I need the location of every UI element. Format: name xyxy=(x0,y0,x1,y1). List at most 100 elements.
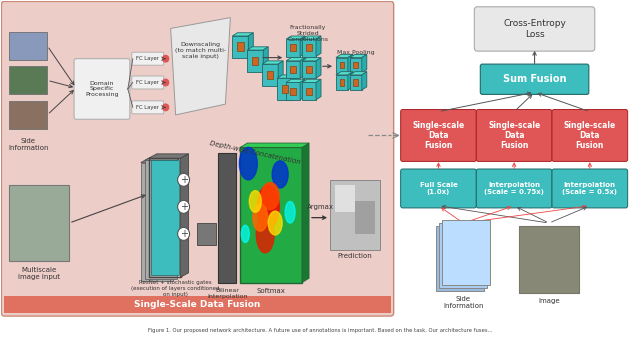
Polygon shape xyxy=(336,72,353,75)
Polygon shape xyxy=(302,79,321,82)
Polygon shape xyxy=(247,47,268,50)
Polygon shape xyxy=(180,154,189,277)
FancyBboxPatch shape xyxy=(145,160,177,279)
FancyBboxPatch shape xyxy=(277,78,293,100)
FancyBboxPatch shape xyxy=(291,66,296,73)
Circle shape xyxy=(163,55,169,62)
FancyBboxPatch shape xyxy=(353,62,358,68)
FancyBboxPatch shape xyxy=(237,43,244,51)
FancyBboxPatch shape xyxy=(262,64,278,86)
Circle shape xyxy=(163,79,169,86)
Text: FC Layer: FC Layer xyxy=(136,80,159,85)
Text: Downscaling
(to match multi-
scale input): Downscaling (to match multi- scale input… xyxy=(175,43,226,59)
Circle shape xyxy=(163,104,169,111)
Text: Max Pooling: Max Pooling xyxy=(337,50,374,55)
FancyBboxPatch shape xyxy=(350,57,362,73)
Ellipse shape xyxy=(253,204,268,231)
Polygon shape xyxy=(293,75,298,100)
Polygon shape xyxy=(302,143,309,283)
Polygon shape xyxy=(278,61,283,86)
Text: Bilinear
Interpolation: Bilinear Interpolation xyxy=(207,288,248,299)
FancyBboxPatch shape xyxy=(132,101,164,114)
FancyBboxPatch shape xyxy=(336,75,348,90)
Text: +: + xyxy=(180,175,188,185)
Text: Cross-Entropy
Loss: Cross-Entropy Loss xyxy=(503,19,566,39)
Text: Image: Image xyxy=(538,298,560,304)
Ellipse shape xyxy=(257,185,279,228)
Text: Figure 1. Our proposed network architecture. A future use of annotations is impo: Figure 1. Our proposed network architect… xyxy=(148,328,492,333)
FancyBboxPatch shape xyxy=(476,169,552,208)
FancyBboxPatch shape xyxy=(476,110,552,162)
FancyBboxPatch shape xyxy=(307,44,312,51)
FancyBboxPatch shape xyxy=(336,57,348,73)
Text: Sum Fusion: Sum Fusion xyxy=(503,74,566,84)
Ellipse shape xyxy=(261,183,279,210)
Polygon shape xyxy=(362,72,367,90)
Text: Single-scale
Data
Fusion: Single-scale Data Fusion xyxy=(488,121,540,150)
FancyBboxPatch shape xyxy=(330,180,380,250)
Circle shape xyxy=(178,173,189,186)
FancyBboxPatch shape xyxy=(267,71,273,79)
Polygon shape xyxy=(316,36,321,56)
Text: Interpolation
(Scale = 0.75x): Interpolation (Scale = 0.75x) xyxy=(484,182,544,195)
Polygon shape xyxy=(232,33,253,36)
Ellipse shape xyxy=(250,191,261,212)
Polygon shape xyxy=(145,158,180,160)
Polygon shape xyxy=(263,47,268,72)
FancyBboxPatch shape xyxy=(74,59,130,119)
FancyBboxPatch shape xyxy=(442,220,490,285)
FancyBboxPatch shape xyxy=(141,163,173,282)
Text: Side
Information: Side Information xyxy=(8,138,49,151)
FancyBboxPatch shape xyxy=(10,32,47,60)
FancyBboxPatch shape xyxy=(232,36,248,57)
Text: Single-scale
Data
Fusion: Single-scale Data Fusion xyxy=(564,121,616,150)
Text: ResNet + stochastic gates
(execution of layers conditioned
on input): ResNet + stochastic gates (execution of … xyxy=(131,281,220,297)
Polygon shape xyxy=(362,54,367,73)
FancyBboxPatch shape xyxy=(282,84,289,93)
Text: FC Layer: FC Layer xyxy=(136,56,159,61)
Text: Interpolation
(Scale = 0.5x): Interpolation (Scale = 0.5x) xyxy=(563,182,618,195)
FancyBboxPatch shape xyxy=(218,153,236,283)
Ellipse shape xyxy=(285,201,295,223)
Polygon shape xyxy=(302,36,321,39)
FancyBboxPatch shape xyxy=(519,226,579,293)
Polygon shape xyxy=(350,54,367,57)
Text: Single-scale
Data
Fusion: Single-scale Data Fusion xyxy=(412,121,465,150)
FancyBboxPatch shape xyxy=(480,64,589,94)
FancyBboxPatch shape xyxy=(286,61,300,78)
FancyBboxPatch shape xyxy=(350,75,362,90)
Polygon shape xyxy=(262,61,283,64)
FancyBboxPatch shape xyxy=(132,52,164,65)
FancyBboxPatch shape xyxy=(10,101,47,129)
FancyBboxPatch shape xyxy=(10,185,69,261)
Text: Fractionally
Strided
Convolutions: Fractionally Strided Convolutions xyxy=(287,25,328,42)
FancyBboxPatch shape xyxy=(302,61,316,78)
FancyBboxPatch shape xyxy=(291,88,296,95)
FancyBboxPatch shape xyxy=(335,185,355,212)
FancyBboxPatch shape xyxy=(241,147,302,283)
Polygon shape xyxy=(286,79,305,82)
Polygon shape xyxy=(348,72,353,90)
Polygon shape xyxy=(316,57,321,78)
FancyBboxPatch shape xyxy=(474,7,595,51)
Text: +: + xyxy=(180,202,188,212)
FancyBboxPatch shape xyxy=(4,295,390,313)
Text: Single-Scale Data Fusion: Single-Scale Data Fusion xyxy=(134,300,260,309)
Polygon shape xyxy=(350,72,367,75)
FancyBboxPatch shape xyxy=(10,66,47,94)
Polygon shape xyxy=(300,36,305,56)
FancyBboxPatch shape xyxy=(353,79,358,86)
Polygon shape xyxy=(277,75,298,78)
Text: Prediction: Prediction xyxy=(337,254,372,259)
Polygon shape xyxy=(241,143,309,147)
FancyBboxPatch shape xyxy=(436,226,484,291)
Polygon shape xyxy=(300,79,305,100)
Polygon shape xyxy=(300,57,305,78)
FancyBboxPatch shape xyxy=(1,1,394,316)
Polygon shape xyxy=(302,57,321,61)
Ellipse shape xyxy=(239,147,257,180)
Polygon shape xyxy=(171,18,230,115)
Polygon shape xyxy=(141,158,180,163)
Polygon shape xyxy=(248,33,253,57)
Text: Softmax: Softmax xyxy=(257,288,285,294)
